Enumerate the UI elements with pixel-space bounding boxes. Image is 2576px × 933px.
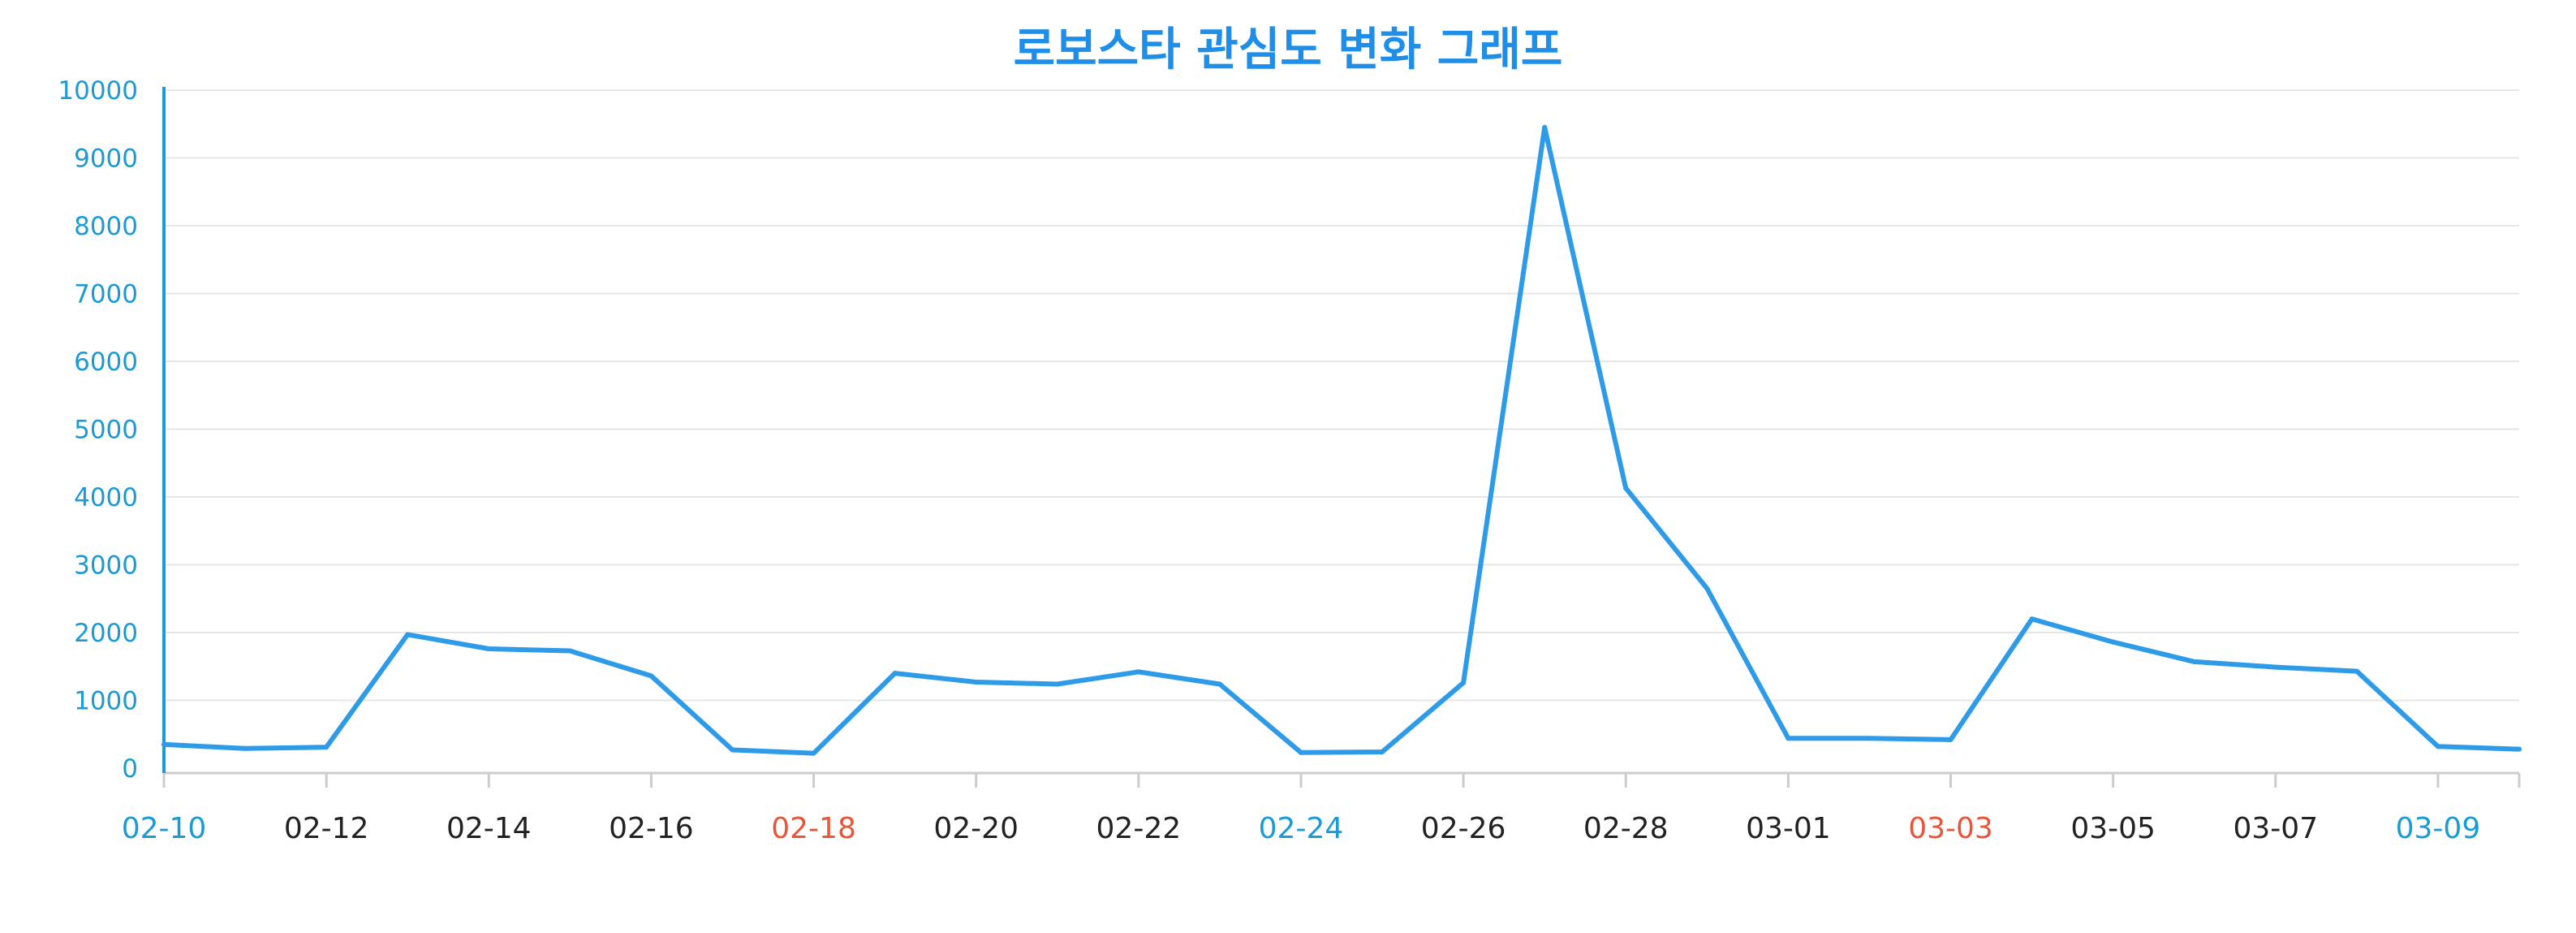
chart-title: 로보스타 관심도 변화 그래프 [1014, 24, 1563, 76]
data-point [243, 745, 248, 751]
data-point [1054, 681, 1060, 687]
data-point [1786, 736, 1791, 741]
series-line [162, 124, 2522, 756]
y-tick-label: 1000 [74, 687, 138, 716]
data-point [2191, 659, 2197, 664]
data-point [567, 648, 573, 654]
axes [162, 87, 2521, 788]
x-tick-label: 02-18 [771, 812, 856, 845]
x-tick-label: 03-03 [1908, 812, 1993, 845]
x-tick-label: 02-24 [1259, 812, 1344, 845]
x-tick-label: 02-26 [1421, 812, 1506, 845]
x-tick-label: 02-12 [284, 812, 369, 845]
data-point [2354, 668, 2359, 674]
y-tick-label: 10000 [58, 76, 138, 106]
data-point [1298, 749, 1303, 755]
data-point [2110, 639, 2116, 645]
x-tick-label: 02-20 [933, 812, 1019, 845]
y-tick-label: 0 [122, 754, 138, 784]
data-point [2029, 616, 2035, 622]
data-point [1135, 669, 1141, 675]
x-tick-label: 02-28 [1583, 812, 1669, 845]
data-point [2272, 664, 2278, 670]
y-tick-label: 7000 [74, 280, 138, 309]
x-tick-label: 02-14 [446, 812, 532, 845]
y-tick-label: 8000 [74, 212, 138, 241]
data-point [1461, 680, 1467, 685]
y-tick-label: 4000 [74, 483, 138, 512]
data-point [1704, 585, 1710, 591]
data-point [486, 646, 492, 652]
data-point [1948, 736, 1954, 742]
data-point [1623, 486, 1629, 491]
x-tick-labels: 02-10 02-12 02-14 02-16 02-18 02-20 02-22 02-24… [122, 812, 2481, 845]
grid-lines [164, 89, 2519, 702]
data-point [1380, 749, 1385, 754]
x-tick-label: 02-16 [609, 812, 694, 845]
data-point [811, 750, 816, 756]
data-point [324, 745, 330, 750]
x-tick-label: 03-05 [2070, 812, 2156, 845]
x-tick-label: 03-09 [2396, 812, 2481, 845]
y-tick-label: 9000 [74, 145, 138, 174]
y-tick-label: 3000 [74, 551, 138, 581]
data-point [2517, 746, 2522, 752]
data-point [648, 673, 654, 679]
data-point [1867, 736, 1872, 741]
data-point [162, 741, 166, 747]
data-point [892, 671, 898, 676]
data-point [1217, 681, 1222, 687]
y-tick-labels: 0 1000 2000 3000 4000 5000 6000 7000 8000 9000 100… [58, 76, 138, 784]
x-tick-label: 03-07 [2233, 812, 2318, 845]
x-tick-label: 03-01 [1746, 812, 1831, 845]
data-point [2435, 744, 2440, 749]
data-point [730, 747, 735, 753]
data-point [1542, 124, 1548, 130]
data-point [973, 679, 979, 685]
series [162, 124, 2522, 756]
y-tick-label: 5000 [74, 416, 138, 445]
y-tick-label: 6000 [74, 348, 138, 377]
data-point [405, 632, 411, 637]
x-tick-label: 02-22 [1096, 812, 1182, 845]
y-tick-label: 2000 [74, 619, 138, 648]
x-tick-label: 02-10 [122, 812, 207, 845]
